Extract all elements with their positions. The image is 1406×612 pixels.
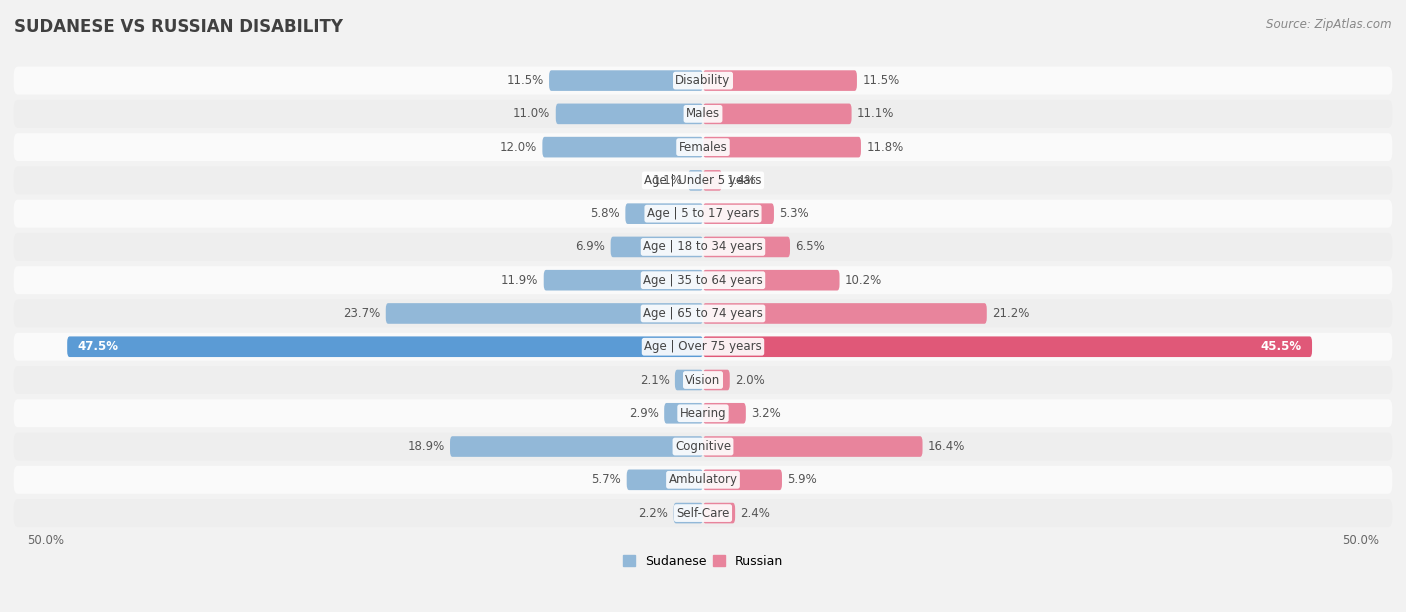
Text: 50.0%: 50.0% (1341, 534, 1379, 547)
FancyBboxPatch shape (14, 166, 1392, 195)
Text: 2.4%: 2.4% (741, 507, 770, 520)
Text: 1.4%: 1.4% (727, 174, 756, 187)
Text: 11.8%: 11.8% (866, 141, 904, 154)
Text: 21.2%: 21.2% (993, 307, 1029, 320)
FancyBboxPatch shape (14, 299, 1392, 327)
Text: 1.1%: 1.1% (652, 174, 683, 187)
FancyBboxPatch shape (703, 436, 922, 457)
Text: SUDANESE VS RUSSIAN DISABILITY: SUDANESE VS RUSSIAN DISABILITY (14, 18, 343, 36)
Text: Ambulatory: Ambulatory (668, 473, 738, 487)
FancyBboxPatch shape (703, 337, 1312, 357)
Text: 5.3%: 5.3% (779, 207, 808, 220)
Text: 18.9%: 18.9% (408, 440, 444, 453)
FancyBboxPatch shape (14, 67, 1392, 95)
FancyBboxPatch shape (14, 233, 1392, 261)
FancyBboxPatch shape (450, 436, 703, 457)
Text: 5.7%: 5.7% (592, 473, 621, 487)
Text: Self-Care: Self-Care (676, 507, 730, 520)
Text: 6.9%: 6.9% (575, 241, 606, 253)
Text: 23.7%: 23.7% (343, 307, 381, 320)
FancyBboxPatch shape (703, 503, 735, 523)
Text: Males: Males (686, 107, 720, 121)
Text: 10.2%: 10.2% (845, 274, 882, 286)
FancyBboxPatch shape (703, 237, 790, 257)
Text: Disability: Disability (675, 74, 731, 87)
FancyBboxPatch shape (610, 237, 703, 257)
FancyBboxPatch shape (703, 170, 721, 191)
Text: 2.9%: 2.9% (628, 407, 659, 420)
FancyBboxPatch shape (627, 469, 703, 490)
FancyBboxPatch shape (703, 270, 839, 291)
FancyBboxPatch shape (14, 466, 1392, 494)
Text: 2.0%: 2.0% (735, 373, 765, 387)
FancyBboxPatch shape (14, 433, 1392, 460)
Text: Age | 35 to 64 years: Age | 35 to 64 years (643, 274, 763, 286)
Text: 5.8%: 5.8% (591, 207, 620, 220)
Text: 45.5%: 45.5% (1260, 340, 1302, 353)
FancyBboxPatch shape (703, 103, 852, 124)
Text: Age | Over 75 years: Age | Over 75 years (644, 340, 762, 353)
Text: Vision: Vision (685, 373, 721, 387)
Text: Source: ZipAtlas.com: Source: ZipAtlas.com (1267, 18, 1392, 31)
Text: 11.1%: 11.1% (856, 107, 894, 121)
FancyBboxPatch shape (703, 469, 782, 490)
Legend: Sudanese, Russian: Sudanese, Russian (617, 550, 789, 573)
FancyBboxPatch shape (673, 503, 703, 523)
FancyBboxPatch shape (14, 100, 1392, 128)
FancyBboxPatch shape (555, 103, 703, 124)
FancyBboxPatch shape (14, 133, 1392, 161)
Text: Hearing: Hearing (679, 407, 727, 420)
Text: 2.2%: 2.2% (638, 507, 668, 520)
Text: 3.2%: 3.2% (751, 407, 780, 420)
FancyBboxPatch shape (550, 70, 703, 91)
Text: 47.5%: 47.5% (77, 340, 120, 353)
Text: 11.5%: 11.5% (862, 74, 900, 87)
Text: Females: Females (679, 141, 727, 154)
Text: Age | 18 to 34 years: Age | 18 to 34 years (643, 241, 763, 253)
Text: 11.0%: 11.0% (513, 107, 550, 121)
FancyBboxPatch shape (703, 137, 860, 157)
FancyBboxPatch shape (14, 333, 1392, 360)
FancyBboxPatch shape (14, 399, 1392, 427)
Text: 16.4%: 16.4% (928, 440, 966, 453)
FancyBboxPatch shape (675, 370, 703, 390)
FancyBboxPatch shape (385, 303, 703, 324)
Text: 12.0%: 12.0% (499, 141, 537, 154)
Text: Age | 65 to 74 years: Age | 65 to 74 years (643, 307, 763, 320)
FancyBboxPatch shape (703, 370, 730, 390)
FancyBboxPatch shape (664, 403, 703, 424)
FancyBboxPatch shape (544, 270, 703, 291)
FancyBboxPatch shape (14, 200, 1392, 228)
Text: 5.9%: 5.9% (787, 473, 817, 487)
Text: Age | 5 to 17 years: Age | 5 to 17 years (647, 207, 759, 220)
Text: 2.1%: 2.1% (640, 373, 669, 387)
FancyBboxPatch shape (543, 137, 703, 157)
FancyBboxPatch shape (689, 170, 703, 191)
FancyBboxPatch shape (626, 203, 703, 224)
Text: Age | Under 5 years: Age | Under 5 years (644, 174, 762, 187)
FancyBboxPatch shape (14, 266, 1392, 294)
FancyBboxPatch shape (703, 403, 745, 424)
Text: 6.5%: 6.5% (796, 241, 825, 253)
Text: 11.9%: 11.9% (501, 274, 538, 286)
FancyBboxPatch shape (67, 337, 703, 357)
FancyBboxPatch shape (703, 70, 856, 91)
FancyBboxPatch shape (703, 303, 987, 324)
Text: Cognitive: Cognitive (675, 440, 731, 453)
Text: 11.5%: 11.5% (506, 74, 544, 87)
FancyBboxPatch shape (14, 366, 1392, 394)
Text: 50.0%: 50.0% (27, 534, 65, 547)
FancyBboxPatch shape (703, 203, 773, 224)
FancyBboxPatch shape (14, 499, 1392, 527)
